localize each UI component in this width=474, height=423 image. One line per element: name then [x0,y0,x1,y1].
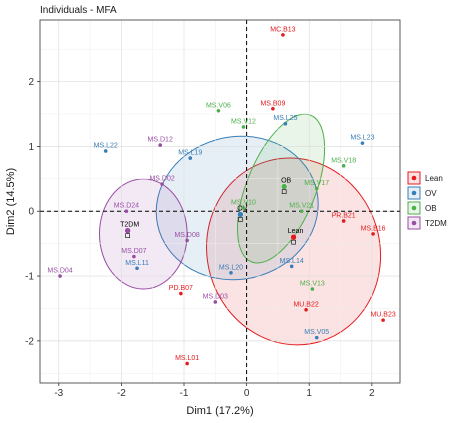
data-point [299,209,304,214]
data-point [283,121,288,126]
data-point-label: MS.D04 [47,268,72,275]
centroid-label: T2DM [120,222,139,229]
data-point-label: MS.V17 [304,180,329,187]
ellipse-lean [206,157,382,346]
data-point [241,125,246,129]
data-point-label: MS.D07 [121,248,146,255]
data-point-label: MS.D03 [203,293,228,300]
legend-dot-ob [411,205,417,211]
legend: Lean OV OB T2DM [407,171,447,230]
data-point [103,149,108,153]
data-point-label: MS.V05 [304,329,329,336]
data-point-label: MS.L23 [350,135,374,142]
data-point [341,219,346,223]
ellipse-ob [236,113,326,264]
data-point [58,274,62,278]
chart-title: Individuals - MFA [40,5,117,16]
data-point-label: MS.B16 [361,225,386,232]
data-point [271,107,275,111]
ticks-layer: -3 -2 -1 0 1 2 -2 -1 0 1 2 [25,77,375,399]
legend-label-ob: OB [425,204,437,213]
centroid-marker [291,239,296,245]
x-axis-title: Dim1 (17.2%) [186,405,253,417]
data-point [241,206,246,210]
centroid-label: OB [281,178,291,185]
data-point [371,232,375,236]
data-point [314,335,319,340]
data-point [281,33,285,37]
data-point [185,238,189,243]
data-point-label: MC.B13 [270,26,295,33]
centroid-marker [281,189,287,194]
y-tick-label: 0 [28,207,34,218]
y-axis-title: Dim2 (14.5%) [5,168,17,235]
data-point-label: MS.L19 [178,150,202,157]
data-point-label: MS.V06 [206,102,231,109]
centroid-marker [125,233,130,238]
data-point-label: MS.B09 [260,100,285,107]
data-point [289,264,294,269]
data-point [158,143,163,147]
data-point-label: PR.B21 [332,212,356,219]
data-point [304,307,308,312]
ellipses-layer [40,20,400,383]
data-point-label: MU.B22 [293,301,318,308]
x-tick-label: 0 [244,388,250,399]
y-tick-label: 1 [28,142,34,153]
data-point [185,361,189,366]
data-point [188,156,193,160]
points-layer: MC.B13 MS.B09 PR.B21 MS.B16 MU.B22 MU.B23 PD.B… [47,26,396,366]
data-point-label: MS.L11 [125,260,149,267]
data-point-label: MS.D12 [148,137,173,144]
y-tick-label: -1 [25,272,34,283]
legend-dot-ov [411,190,417,196]
x-tick-label: -2 [117,388,126,399]
data-point [341,164,346,168]
data-point-label: PD.B07 [169,285,193,292]
x-tick-label: -3 [54,388,63,399]
y-tick-label: -2 [25,336,34,347]
data-point [135,266,139,271]
x-tick-label: 1 [306,388,312,399]
x-tick-label: -1 [180,388,189,399]
data-point [360,141,365,145]
legend-dot-lean [411,175,417,181]
data-point-label: MS.L01 [175,355,199,362]
data-point [132,254,136,259]
data-point-label: MS.L22 [94,142,118,149]
panel-border [39,19,401,384]
data-point [160,182,164,186]
data-point-label: MS.D24 [114,203,139,210]
data-point-label: MU.B23 [370,312,395,319]
data-point-label: MS.L14 [280,258,304,265]
legend-label-ov: OV [425,189,437,198]
data-point [124,209,129,214]
legend-dot-t2dm [411,220,417,226]
x-tick-label: 2 [369,388,375,399]
panel-background [40,20,400,383]
legend-label-t2dm: T2DM [425,219,447,228]
centroid-marker [238,217,243,222]
data-point-label: MS.D02 [149,175,174,182]
data-point-label: MS.L20 [219,264,243,271]
data-point [314,186,319,191]
data-point-label: MS.V18 [331,157,356,164]
data-point-label: MS.V21 [289,203,314,210]
data-point [310,287,315,291]
data-point [179,291,183,296]
data-point [229,271,233,275]
grid-layer [40,20,400,383]
data-point [216,108,221,113]
data-point-label: MS.V12 [231,118,256,125]
y-tick-label: 2 [28,77,34,88]
data-point [213,300,218,304]
data-point-label: MS.V13 [300,281,325,288]
legend-label-lean: Lean [425,174,443,183]
data-point [381,318,385,322]
data-point-label: MS.V10 [231,199,256,206]
data-point-label: MS.D08 [174,232,199,239]
centroid-label: Lean [288,228,304,235]
data-point-label: MS.L25 [273,115,297,122]
